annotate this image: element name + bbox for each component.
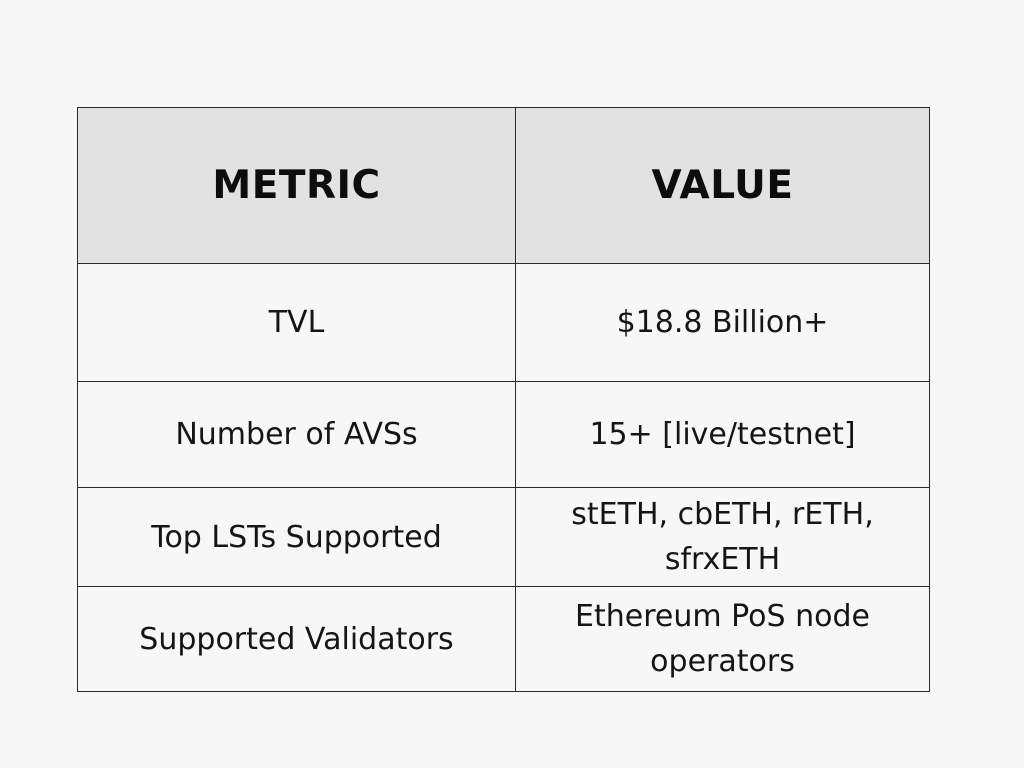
metric-cell: Supported Validators [77, 586, 516, 692]
table-body: TVL $18.8 Billion+ Number of AVSs 15+ [l… [77, 263, 930, 692]
metrics-table: METRIC VALUE TVL $18.8 Billion+ Number o… [77, 107, 930, 692]
table-header: METRIC VALUE [77, 107, 930, 264]
value-cell: $18.8 Billion+ [515, 263, 930, 382]
table-row: Top LSTs Supported stETH, cbETH, rETH, s… [77, 487, 930, 587]
table-row: TVL $18.8 Billion+ [77, 263, 930, 382]
header-row: METRIC VALUE [77, 107, 930, 264]
metric-cell: Number of AVSs [77, 381, 516, 488]
header-metric: METRIC [77, 107, 516, 264]
metric-cell: TVL [77, 263, 516, 382]
value-cell: 15+ [live/testnet] [515, 381, 930, 488]
table-row: Supported Validators Ethereum PoS node o… [77, 586, 930, 692]
header-value: VALUE [515, 107, 930, 264]
table-row: Number of AVSs 15+ [live/testnet] [77, 381, 930, 488]
value-cell: Ethereum PoS node operators [515, 586, 930, 692]
value-cell: stETH, cbETH, rETH, sfrxETH [515, 487, 930, 587]
metric-cell: Top LSTs Supported [77, 487, 516, 587]
